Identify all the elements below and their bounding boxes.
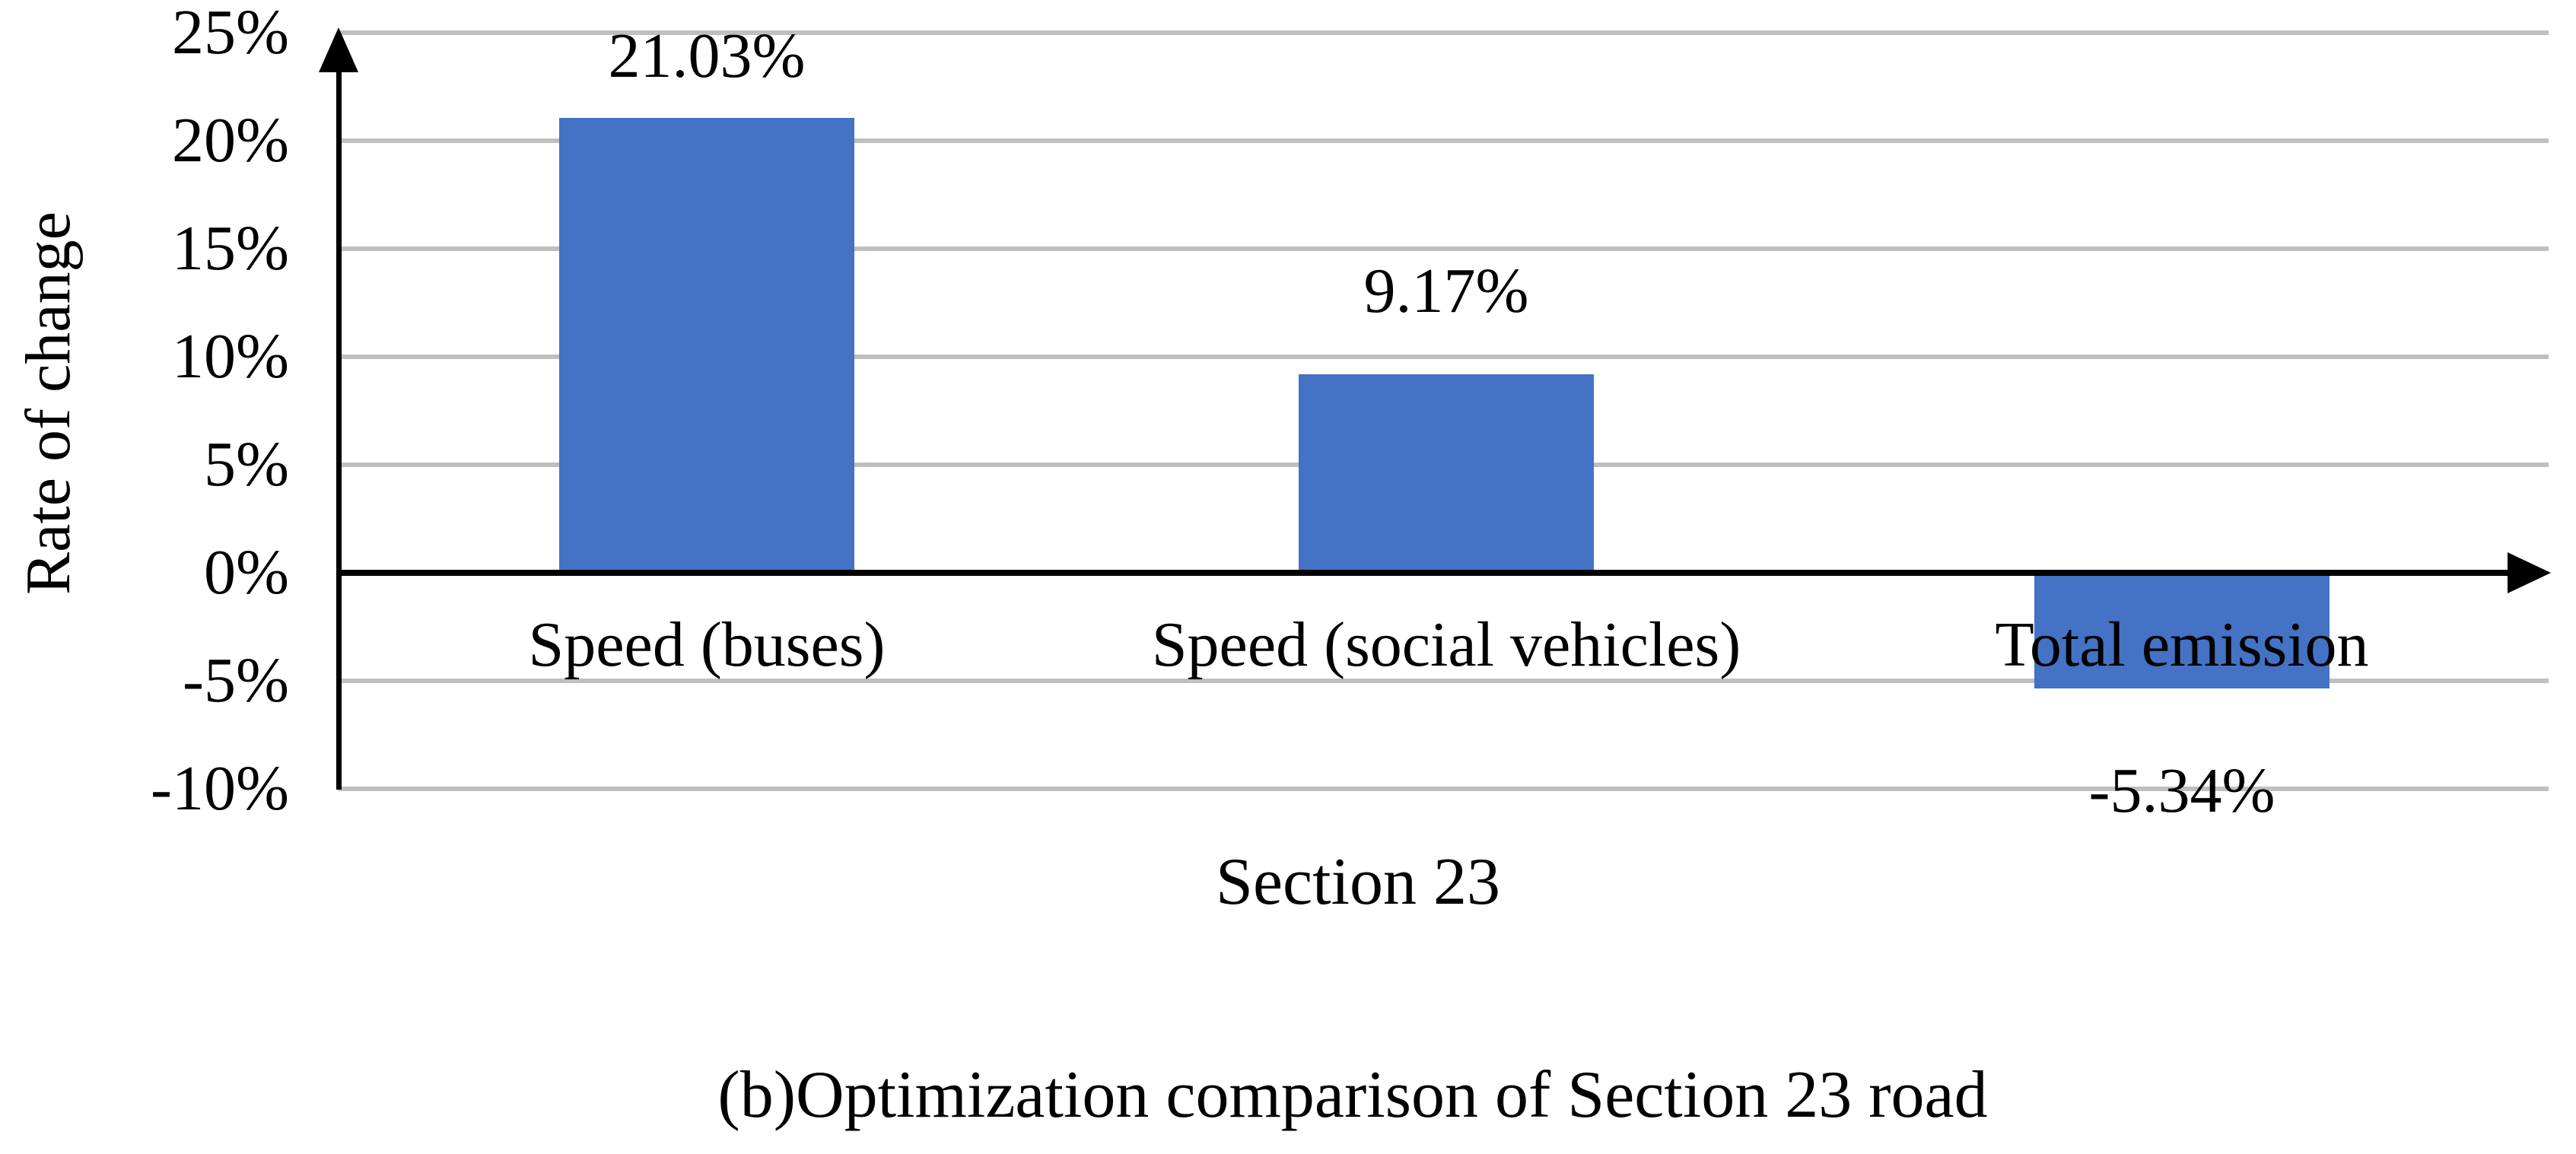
category-label: Speed (social vehicles) bbox=[1151, 609, 1741, 680]
category-label: Total emission bbox=[1995, 609, 2369, 680]
y-tick-label: -10% bbox=[151, 753, 289, 825]
bar-total-emission bbox=[2034, 573, 2330, 688]
gridline--5% bbox=[339, 679, 2549, 684]
y-tick-label: -5% bbox=[183, 645, 289, 717]
y-axis-title: Rate of change bbox=[13, 211, 84, 595]
y-tick-label: 0% bbox=[204, 537, 289, 608]
y-tick-label: 10% bbox=[172, 320, 289, 392]
bar-value-label: 21.03% bbox=[608, 21, 806, 91]
bar-speed-social-vehicles- bbox=[1299, 374, 1594, 573]
gridline-20% bbox=[339, 138, 2549, 143]
gridline-15% bbox=[339, 246, 2549, 251]
y-tick-label: 25% bbox=[172, 0, 289, 68]
y-axis-arrow-icon bbox=[319, 27, 358, 72]
x-axis-line bbox=[339, 570, 2508, 576]
gridline-10% bbox=[339, 354, 2549, 359]
bar-value-label: -5.34% bbox=[2088, 755, 2275, 826]
y-tick-label: 15% bbox=[172, 212, 289, 284]
y-tick-label: 20% bbox=[172, 104, 289, 176]
gridline-25% bbox=[339, 30, 2549, 35]
bar-speed-buses- bbox=[559, 118, 854, 573]
y-axis-line bbox=[336, 68, 342, 790]
y-tick-label: 5% bbox=[204, 428, 289, 500]
category-label: Speed (buses) bbox=[528, 609, 886, 680]
x-axis-arrow-icon bbox=[2508, 552, 2551, 593]
gridline--10% bbox=[339, 787, 2549, 792]
bar-value-label: 9.17% bbox=[1363, 256, 1529, 326]
chart-caption: (b)Optimization comparison of Section 23… bbox=[717, 1058, 1988, 1132]
x-axis-group-label: Section 23 bbox=[1216, 845, 1500, 919]
